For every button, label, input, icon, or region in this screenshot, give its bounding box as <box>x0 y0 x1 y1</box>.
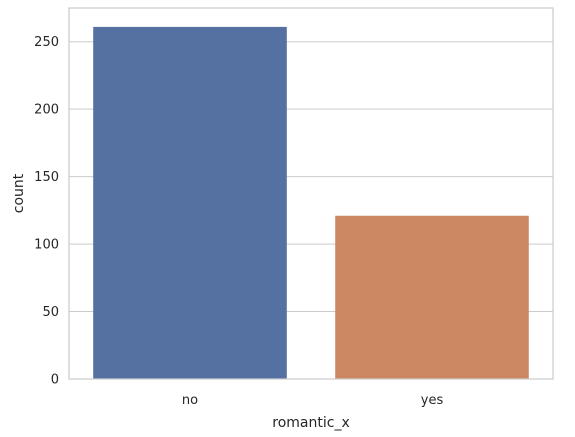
y-axis-label: count <box>11 173 27 213</box>
bars <box>93 26 529 380</box>
y-tick-labels: 0 50 100 150 200 250 <box>34 35 59 387</box>
y-tick-label: 200 <box>34 103 59 118</box>
y-tick-label: 0 <box>51 373 59 388</box>
y-tick-label: 100 <box>34 238 59 253</box>
y-tick-label: 50 <box>42 305 59 320</box>
y-tick-label: 150 <box>34 170 59 185</box>
bar-no <box>93 26 287 380</box>
bar-yes <box>335 215 529 379</box>
x-tick-label: yes <box>421 393 444 408</box>
x-axis-label: romantic_x <box>272 415 349 431</box>
x-tick-labels: no yes <box>182 393 444 408</box>
x-tick-label: no <box>182 393 198 408</box>
y-tick-label: 250 <box>34 35 59 50</box>
plot-frame <box>68 7 554 380</box>
